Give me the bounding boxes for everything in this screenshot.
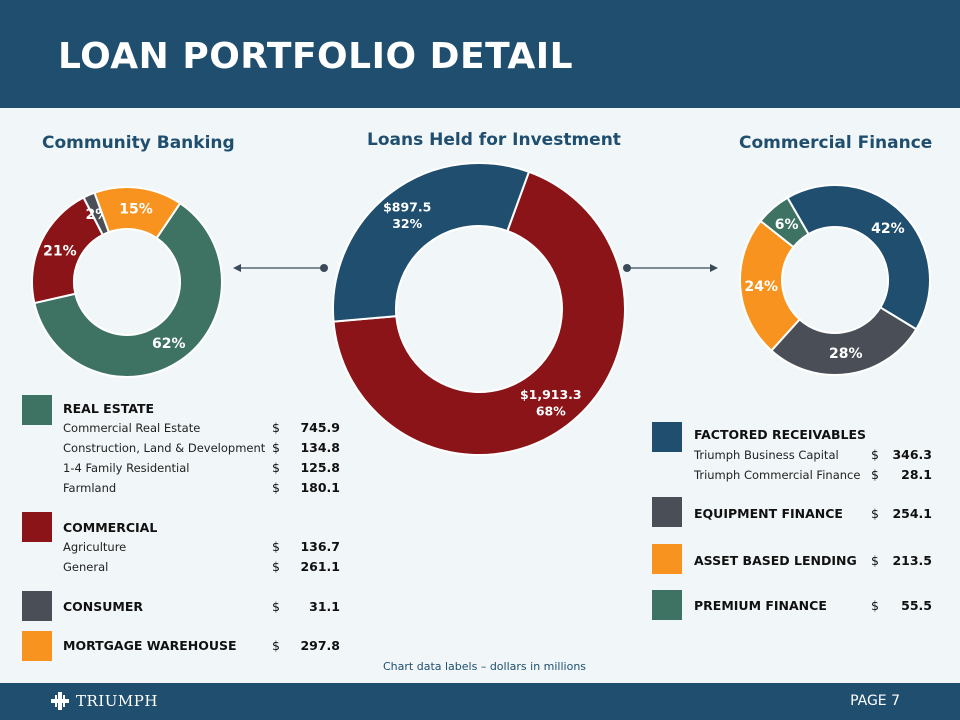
swatch-premium-finance	[652, 590, 682, 620]
legend-premium-finance: PREMIUM FINANCE	[694, 598, 827, 613]
legend-commercial: COMMERCIAL	[63, 520, 158, 535]
legend-item-dollar: $	[272, 440, 280, 455]
legend-item-value: 28.1	[901, 467, 932, 482]
legend-item-dollar: $	[272, 559, 280, 574]
donut-slice-premium-finance	[759, 196, 810, 249]
legend-item-value: 180.1	[300, 480, 340, 495]
triumph-logo: TRIUMPH	[50, 690, 158, 712]
legend-item-value: 745.9	[300, 420, 340, 435]
slice-label: 68%	[536, 403, 566, 418]
legend-equipment-finance: EQUIPMENT FINANCE	[694, 506, 843, 521]
page-title: LOAN PORTFOLIO DETAIL	[58, 36, 574, 77]
legend-item-value: 346.3	[892, 447, 932, 462]
legend-real-estate: REAL ESTATE	[63, 401, 155, 416]
legend-item-dollar: $	[272, 420, 280, 435]
legend-mortgage-warehouse-value: 297.8	[300, 638, 340, 653]
slice-label: 42%	[871, 221, 905, 237]
legend-premium-finance-dollar: $	[871, 598, 879, 613]
legend-consumer-dollar: $	[272, 599, 280, 614]
legend-item-dollar: $	[871, 467, 879, 482]
chart-title-community-banking: Community Banking	[42, 133, 235, 153]
legend-factored-receivables: FACTORED RECEIVABLES	[694, 427, 867, 442]
legend-premium-finance-value: 55.5	[901, 598, 932, 613]
legend-asset-based-lending: ASSET BASED LENDING	[694, 553, 857, 568]
swatch-consumer	[22, 591, 52, 621]
slice-label: 21%	[43, 244, 77, 260]
legend-item-value: 125.8	[300, 460, 340, 475]
legend-item-dollar: $	[871, 447, 879, 462]
legend-equipment-finance-dollar: $	[871, 506, 879, 521]
legend-item-label: Triumph Commercial Finance	[694, 468, 861, 482]
legend-asset-based-lending-dollar: $	[871, 553, 879, 568]
chart-note: Chart data labels – dollars in millions	[383, 660, 587, 673]
header-bar	[0, 0, 960, 108]
swatch-real-estate	[22, 395, 52, 425]
swatch-mortgage-warehouse	[22, 631, 52, 661]
donut-slice-mortgage-warehouse	[93, 186, 182, 240]
legend-item-value: 136.7	[300, 539, 340, 554]
legend-item-label: Construction, Land & Development	[63, 441, 266, 455]
swatch-commercial	[22, 512, 52, 542]
legend-item-label: Triumph Business Capital	[694, 448, 839, 462]
footer-bar	[0, 683, 960, 720]
arrowhead-left	[233, 264, 241, 272]
slice-label: 28%	[829, 346, 863, 362]
arrowhead-right	[710, 264, 718, 272]
legend-item-dollar: $	[272, 460, 280, 475]
slice-label: 32%	[392, 216, 422, 231]
legend-item-label: 1-4 Family Residential	[63, 461, 190, 475]
legend-equipment-finance-value: 254.1	[892, 506, 932, 521]
legend-item-label: Farmland	[63, 481, 117, 495]
legend-consumer-value: 31.1	[309, 599, 340, 614]
donut-slice-factored-receivables	[786, 184, 931, 331]
donut-slice-commercial-finance	[332, 162, 531, 323]
connector-dot-right	[623, 264, 631, 272]
slice-label: 62%	[152, 336, 186, 352]
slice-label: $897.5	[383, 199, 431, 214]
triumph-cross-icon	[51, 692, 69, 710]
page-number: PAGE 7	[850, 693, 900, 709]
legend-item-value: 134.8	[300, 440, 340, 455]
legend-item-label: Agriculture	[63, 540, 127, 554]
connector-dot-left	[320, 264, 328, 272]
legend-mortgage-warehouse-dollar: $	[272, 638, 280, 653]
legend-item-label: Commercial Real Estate	[63, 421, 201, 435]
donut-slice-real-estate	[33, 201, 223, 378]
legend-asset-based-lending-value: 213.5	[892, 553, 932, 568]
logo-text: TRIUMPH	[76, 692, 158, 710]
legend-item-dollar: $	[272, 480, 280, 495]
chart-title-commercial-finance: Commercial Finance	[739, 133, 933, 153]
legend-item-dollar: $	[272, 539, 280, 554]
slice-label: 6%	[775, 217, 799, 233]
chart-title-loans-held: Loans Held for Investment	[367, 130, 621, 150]
swatch-factored-receivables	[652, 422, 682, 452]
swatch-asset-based-lending	[652, 544, 682, 574]
donut-slice-equipment-finance	[770, 306, 918, 376]
swatch-equipment-finance	[652, 497, 682, 527]
slice-label: 15%	[119, 201, 153, 217]
legend-consumer: CONSUMER	[63, 599, 144, 614]
donut-slice-community-banking	[332, 170, 626, 456]
slice-label: 24%	[745, 279, 779, 295]
legend-item-label: General	[63, 560, 109, 574]
legend-item-value: 261.1	[300, 559, 340, 574]
legend-mortgage-warehouse: MORTGAGE WAREHOUSE	[63, 638, 237, 653]
slice-label: $1,913.3	[520, 387, 582, 402]
